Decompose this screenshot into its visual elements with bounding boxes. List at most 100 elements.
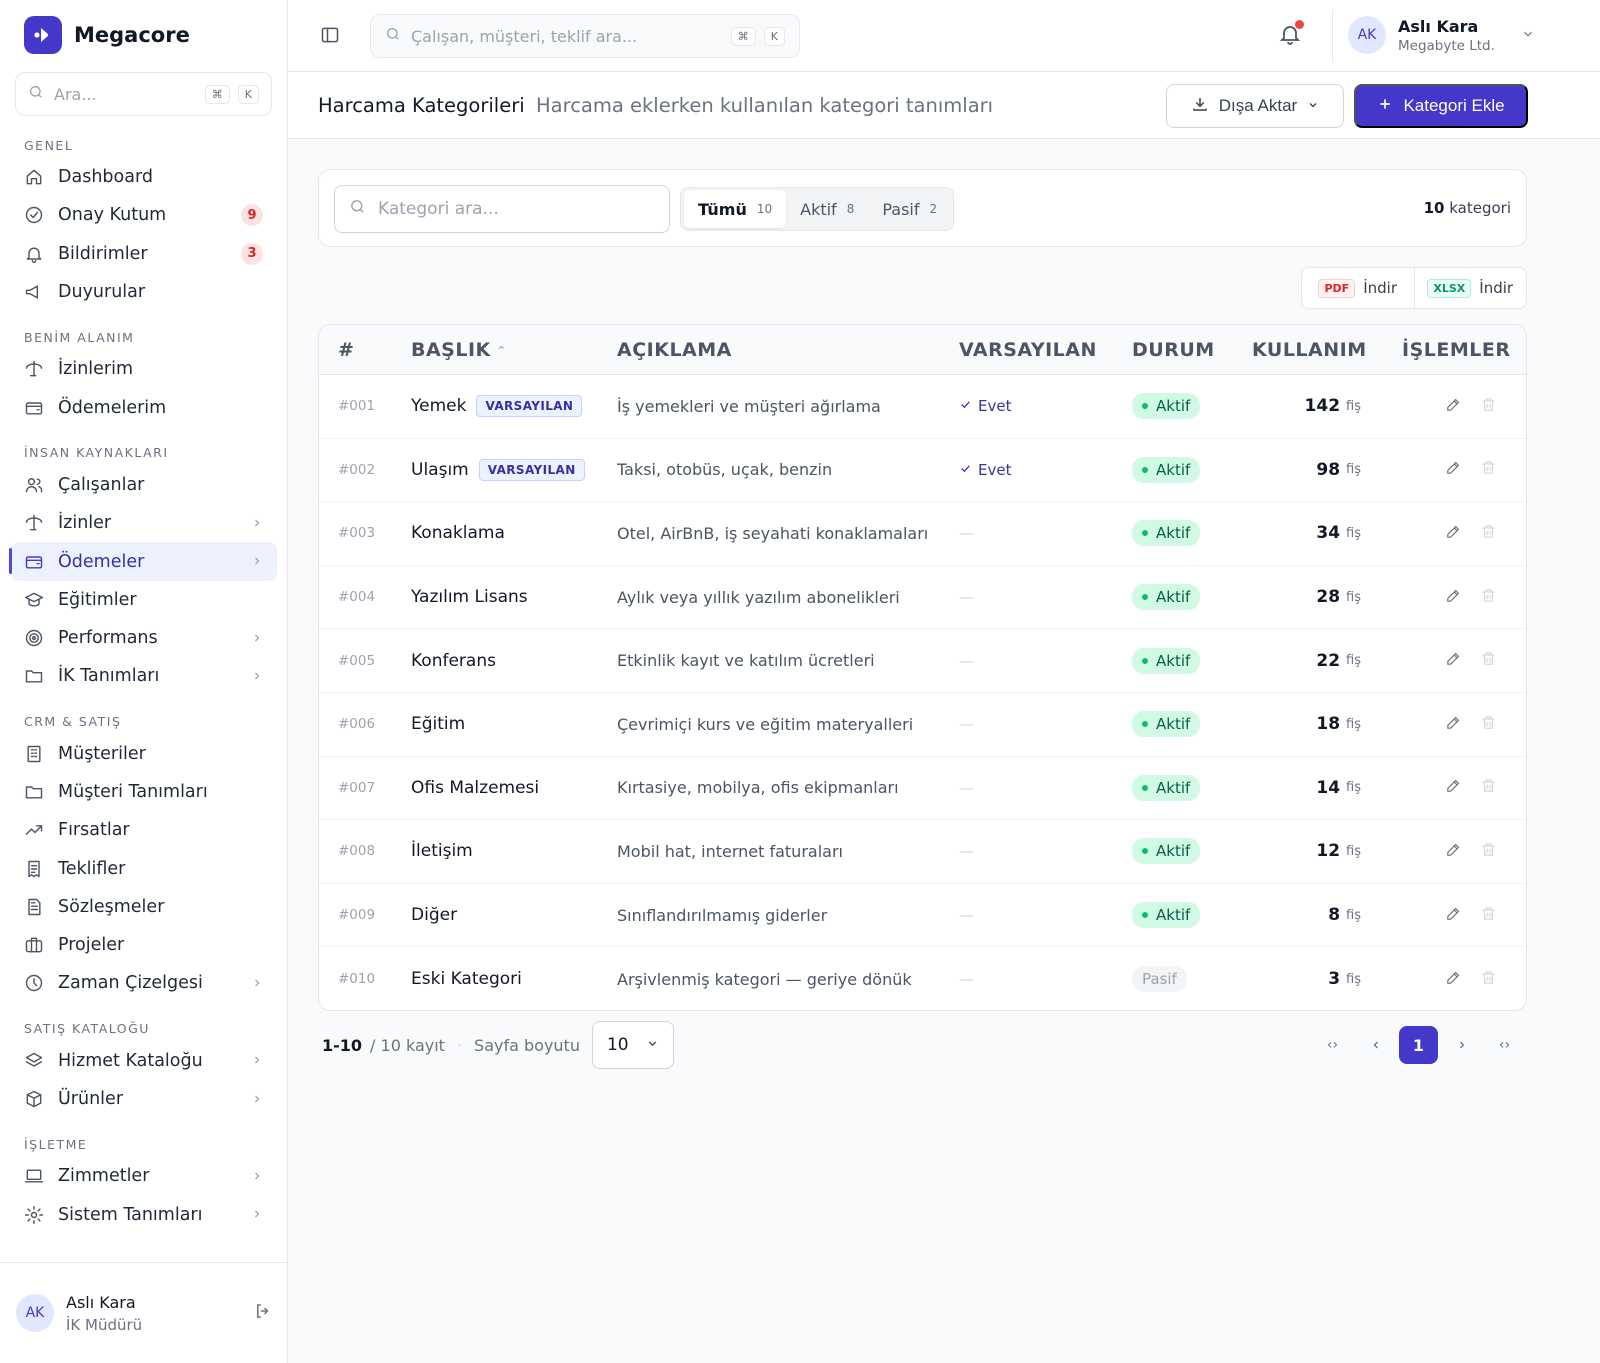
edit-icon[interactable] [1445,396,1462,417]
sidebar-item[interactable]: Ürünler [11,1080,277,1118]
edit-icon[interactable] [1445,587,1462,608]
status-label: Aktif [1156,651,1191,670]
sidebar-item[interactable]: Ödemelerim [11,388,277,426]
trash-icon[interactable] [1480,969,1497,990]
status-dot [1142,784,1148,791]
sidebar-item[interactable]: Teklifler [11,849,277,887]
page-button-current[interactable]: 1 [1399,1026,1438,1064]
avatar[interactable]: AK [16,1294,54,1332]
usage-value: 142 [1304,396,1341,417]
sidebar-item[interactable]: Bildirimler 3 [11,235,277,273]
export-button[interactable]: Dışa Aktar [1166,84,1344,128]
table-row: #005 Konferans Etkinlik kayıt ve katılım ü… [319,629,1526,693]
edit-icon[interactable] [1445,905,1462,926]
row-id: #009 [338,907,376,924]
page-size-label: Sayfa boyutu [474,1035,580,1055]
trash-icon[interactable] [1480,587,1497,608]
edit-icon[interactable] [1445,523,1462,544]
sidebar-item[interactable]: İzinler [11,504,277,542]
divider [1332,10,1333,62]
edit-icon[interactable] [1445,777,1462,798]
row-description: Çevrimiçi kurs ve eğitim materyalleri [617,714,914,734]
clock-icon [24,973,44,993]
trash-icon[interactable] [1480,523,1497,544]
download-icon [1191,95,1209,118]
download-buttons: PDF İndir XLSX İndir [1301,267,1527,309]
row-default: — [959,715,974,734]
page-size-select[interactable]: 10 [591,1021,674,1069]
file-text-icon [24,897,44,917]
sidebar-item[interactable]: Zaman Çizelgesi [11,964,277,1002]
trash-icon[interactable] [1480,777,1497,798]
trash-icon[interactable] [1480,841,1497,862]
next-page-icon[interactable] [1440,1026,1483,1064]
sidebar-item[interactable]: İzinlerim [11,350,277,388]
trash-icon[interactable] [1480,714,1497,735]
sidebar-item[interactable]: Çalışanlar [11,466,277,504]
category-search-input[interactable]: Kategori ara... [334,185,670,233]
last-page-icon[interactable]: ‹› [1498,1037,1511,1053]
chevron-down-icon [646,1035,659,1055]
prev-page-icon[interactable] [1354,1026,1397,1064]
sidebar-item[interactable]: Fırsatlar [11,811,277,849]
sidebar-item[interactable]: Müşteri Tanımları [11,773,277,811]
sidebar-item[interactable]: Dashboard [11,158,277,196]
trash-icon[interactable] [1480,459,1497,480]
count-badge: 9 [241,204,263,227]
col-title[interactable]: BAŞLIK ⌃ [411,339,507,361]
sidebar-item[interactable]: Müşteriler [11,735,277,773]
sidebar-item[interactable]: Hizmet Kataloğu [11,1042,277,1080]
trash-icon[interactable] [1480,650,1497,671]
sidebar-item[interactable]: Projeler [11,926,277,964]
sidebar-toggle-icon[interactable] [320,25,340,49]
filter-tab[interactable]: Aktif 8 [786,190,868,228]
chevron-right-icon [251,552,263,571]
sidebar-item[interactable]: Ödemeler [9,542,277,581]
sidebar-item[interactable]: Duyurular [11,273,277,311]
pdf-download-button[interactable]: PDF İndir [1302,268,1414,308]
status-dot [1142,466,1148,473]
status-badge: Aktif [1132,584,1201,611]
add-category-button[interactable]: Kategori Ekle [1354,84,1528,128]
edit-icon[interactable] [1445,650,1462,671]
megaphone-icon [24,282,44,302]
status-dot [1142,530,1148,537]
section-gap [0,311,288,324]
edit-icon[interactable] [1445,714,1462,735]
global-search-input[interactable]: Çalışan, müşteri, teklif ara... ⌘ K [370,14,800,58]
usage-unit: fiş [1346,716,1361,732]
row-status: Aktif [1132,757,1201,820]
logout-icon[interactable] [254,1302,272,1324]
sidebar-search[interactable]: Ara... ⌘ K [15,72,272,116]
umbrella-icon [24,513,44,533]
trash-icon[interactable] [1480,905,1497,926]
sidebar-item[interactable]: Eğitimler [11,581,277,619]
user-menu[interactable]: AK Aslı Kara Megabyte Ltd. [1348,16,1535,54]
xlsx-download-button[interactable]: XLSX İndir [1413,268,1527,308]
sidebar-item[interactable]: Sözleşmeler [11,888,277,926]
usage-value: 28 [1316,587,1341,608]
sidebar-item[interactable]: Sistem Tanımları [11,1196,277,1234]
edit-icon[interactable] [1445,841,1462,862]
filter-tab[interactable]: Tümü 10 [684,190,787,228]
gear-icon [24,1205,44,1225]
add-category-label: Kategori Ekle [1403,96,1505,115]
sidebar-item[interactable]: Performans [11,619,277,657]
brand[interactable]: Megacore [24,16,190,54]
edit-icon[interactable] [1445,969,1462,990]
status-label: Aktif [1156,460,1191,479]
sidebar-item[interactable]: Zimmetler [11,1157,277,1195]
sidebar-item-label: Hizmet Kataloğu [58,1050,203,1071]
sidebar-nav: GENEL Dashboard Onay Kutum 9 Bildirimler 3 Duy… [0,132,288,1234]
trash-icon[interactable] [1480,396,1497,417]
sidebar-item[interactable]: Onay Kutum 9 [11,196,277,234]
usage-unit: fiş [1346,525,1361,541]
chevron-down-icon [1307,96,1319,116]
edit-icon[interactable] [1445,459,1462,480]
sidebar-item[interactable]: İK Tanımları [11,657,277,695]
notifications-bell-icon[interactable] [1278,20,1304,50]
filter-tab[interactable]: Pasif 2 [868,190,951,228]
status-filter-tabs: Tümü 10 Aktif 8 Pasif 2 [680,187,954,231]
first-page-icon[interactable]: ‹› [1326,1037,1339,1053]
row-default: — [959,588,974,607]
